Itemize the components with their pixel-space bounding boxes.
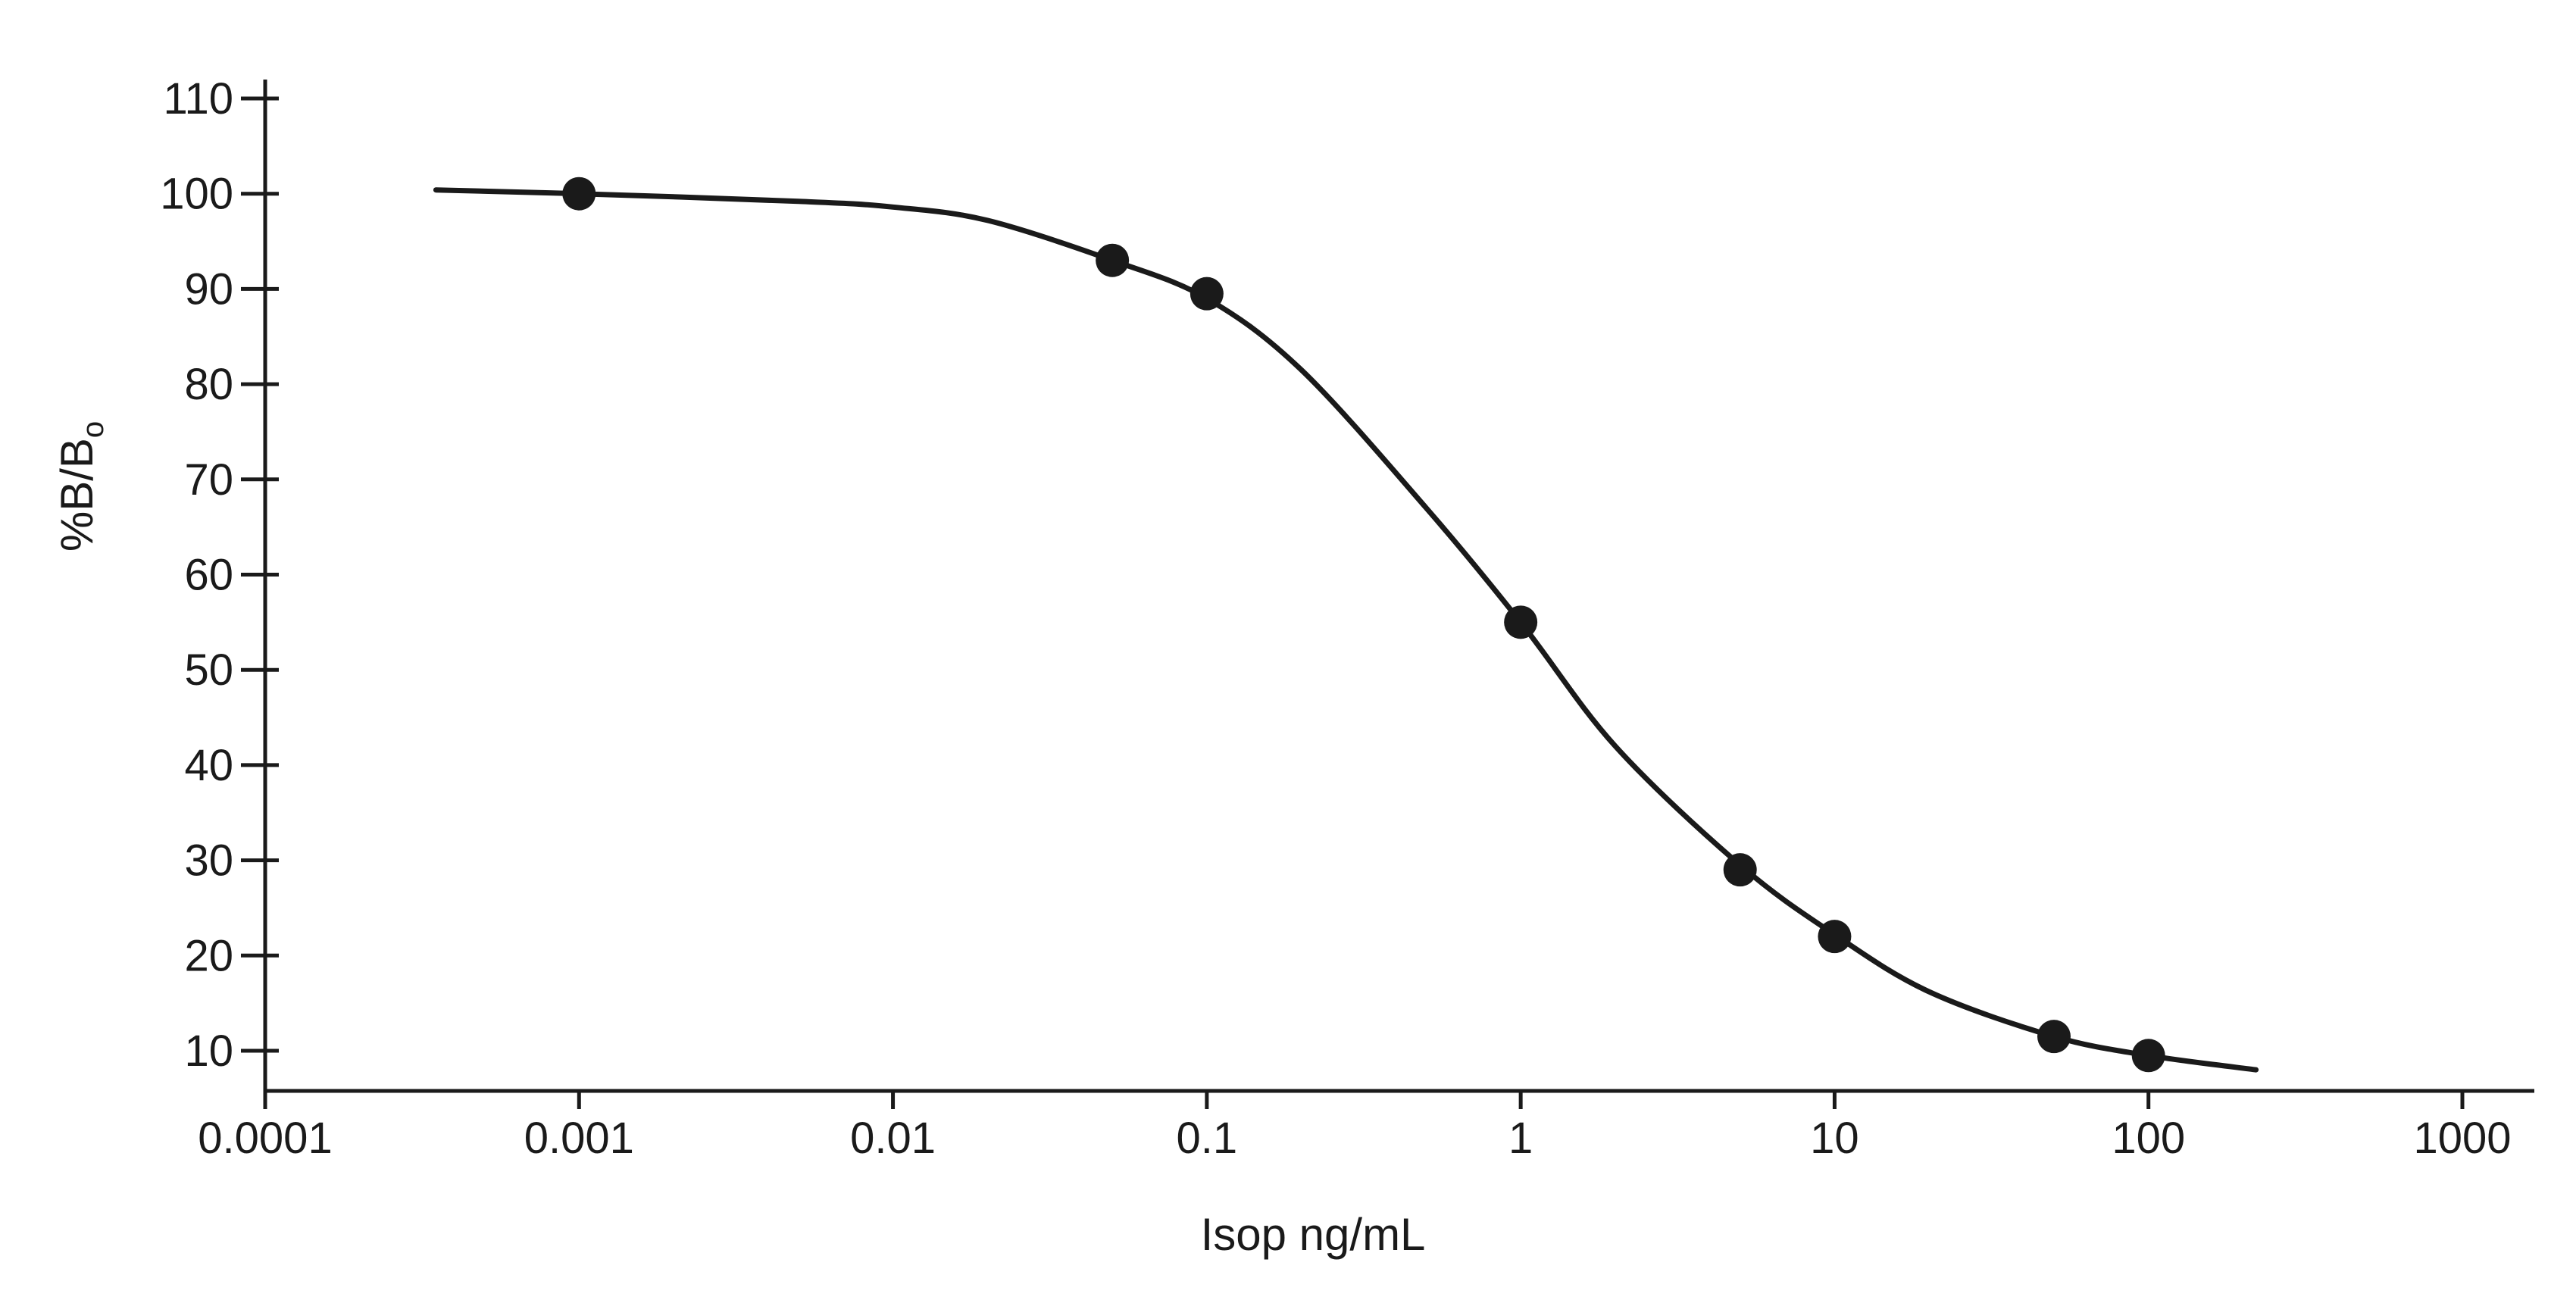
y-tick-label: 10	[184, 1027, 233, 1076]
data-point	[562, 177, 596, 211]
x-tick-label: 0.001	[524, 1114, 634, 1163]
y-tick-label: 110	[164, 74, 233, 123]
y-tick-label: 20	[184, 931, 233, 980]
x-tick-label: 10	[1810, 1114, 1859, 1163]
x-tick-label: 1000	[2413, 1114, 2511, 1163]
data-point	[1723, 853, 1757, 887]
tick-marks	[241, 96, 2465, 1109]
y-tick-label: 60	[184, 551, 233, 600]
y-tick-label: 70	[184, 455, 233, 505]
tick-labels: 0.0001 0.001 0.01 0.1 1 10 100 1000102030405060…	[160, 74, 2511, 1163]
y-axis-title: %B/Bo	[52, 421, 110, 552]
x-tick-label: 1	[1508, 1114, 1533, 1163]
y-tick-label: 40	[184, 741, 233, 790]
data-point	[1096, 243, 1130, 277]
y-tick-label: 80	[184, 360, 233, 409]
x-tick-label: 0.01	[850, 1114, 936, 1163]
x-tick-label: 100	[2112, 1114, 2185, 1163]
data-point	[2131, 1039, 2165, 1073]
x-tick-label: 0.0001	[198, 1114, 332, 1163]
data-point	[2037, 1020, 2071, 1054]
y-tick-label: 100	[160, 170, 233, 219]
y-tick-label: 30	[184, 836, 233, 886]
data-points	[562, 177, 2165, 1073]
data-point	[1818, 920, 1852, 954]
y-tick-label: 50	[184, 645, 233, 695]
y-axis-title-subscript: o	[77, 421, 110, 438]
y-axis-title-main: %B/B	[52, 438, 102, 552]
fit-curve-layer	[433, 187, 2259, 1073]
x-axis-title: Isop ng/mL	[1201, 1209, 1426, 1260]
data-point	[1504, 605, 1538, 639]
fit-curve	[433, 187, 2259, 1073]
y-tick-label: 90	[184, 264, 233, 314]
x-tick-label: 0.1	[1177, 1114, 1238, 1163]
data-point	[1190, 277, 1224, 311]
axes	[263, 80, 2534, 1094]
